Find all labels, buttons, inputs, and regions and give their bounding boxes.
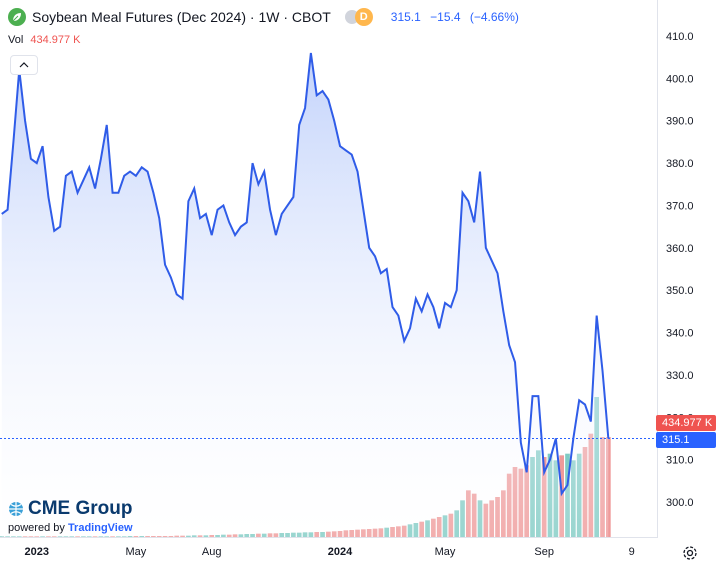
price-tick-label: 380.0 — [666, 158, 694, 170]
time-tick-label: Sep — [534, 546, 554, 558]
volume-price-tag: 434.977 K — [656, 415, 716, 431]
volume-label: Vol — [8, 34, 24, 46]
powered-prefix: powered by — [8, 522, 65, 534]
tradingview-brand[interactable]: TradingView — [67, 522, 133, 534]
chart-header: Soybean Meal Futures (Dec 2024) · 1W · C… — [8, 6, 525, 28]
price-axis[interactable]: 300.0310.0320.0330.0340.0350.0360.0370.0… — [666, 31, 694, 509]
price-area — [1, 52, 609, 537]
time-tick-label: Aug — [202, 546, 222, 558]
collapse-legend-button[interactable] — [10, 55, 38, 75]
price-change: −15.4 — [430, 10, 461, 24]
leaf-icon — [8, 8, 26, 26]
time-tick-label: May — [126, 546, 147, 558]
cme-logo[interactable]: CME Group powered by TradingView — [8, 498, 133, 534]
price-tick-label: 350.0 — [666, 285, 694, 297]
price-tick-label: 310.0 — [666, 455, 694, 467]
cme-logo-text: CME Group — [28, 498, 133, 519]
time-axis[interactable]: 2023 May Aug 2024 May Sep 9 — [25, 546, 635, 558]
powered-by: powered by TradingView — [8, 522, 133, 534]
settings-icon[interactable] — [681, 544, 699, 562]
quote-readout: 315.1 −15.4 (−4.66%) — [391, 10, 525, 24]
cme-globe-icon — [9, 502, 23, 516]
price-tick-label: 340.0 — [666, 328, 694, 340]
volume-legend: Vol 434.977 K — [8, 34, 81, 46]
price-tick-label: 400.0 — [666, 73, 694, 85]
volume-value: 434.977 K — [30, 34, 81, 46]
last-price-tag: 315.1 — [656, 432, 716, 448]
delayed-badge[interactable]: D — [344, 8, 373, 26]
price-tick-label: 390.0 — [666, 116, 694, 128]
price-tick-label: 330.0 — [666, 370, 694, 382]
price-line — [1, 52, 610, 497]
price-tick-label: 300.0 — [666, 497, 694, 509]
price-tick-label: 370.0 — [666, 200, 694, 212]
last-price: 315.1 — [390, 10, 421, 24]
time-tick-label: May — [435, 546, 456, 558]
symbol-title[interactable]: Soybean Meal Futures (Dec 2024) · 1W · C… — [32, 9, 331, 25]
delayed-icon: D — [354, 8, 373, 26]
time-tick-label: 9 — [629, 546, 635, 558]
volume-bar — [606, 437, 611, 537]
chevron-up-icon — [19, 62, 29, 68]
price-change-percent: (−4.66%) — [469, 10, 519, 24]
price-tick-label: 410.0 — [666, 31, 694, 43]
time-tick-label: 2023 — [25, 546, 49, 558]
time-tick-label: 2024 — [328, 546, 353, 558]
price-tick-label: 360.0 — [666, 243, 694, 255]
